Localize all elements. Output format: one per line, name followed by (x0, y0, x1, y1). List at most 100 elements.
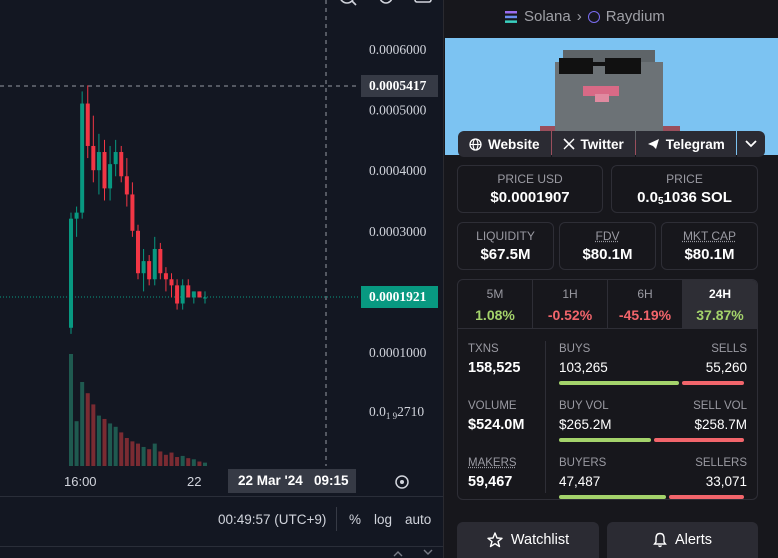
buyers-ratio-bar (559, 495, 666, 499)
candle-body (102, 152, 107, 189)
price-axis-tick: 0.01 92710 (369, 404, 424, 421)
alerts-button[interactable]: Alerts (607, 522, 758, 558)
time-axis-settings-icon[interactable] (392, 472, 412, 492)
candle-body (85, 103, 90, 146)
makers-label: MAKERS (468, 457, 517, 469)
volume-bar (91, 404, 96, 466)
volume-bar (130, 441, 135, 466)
price-axis-tick: 0.0001000 (369, 345, 427, 360)
toolbar-divider (336, 507, 337, 531)
bell-icon (653, 532, 667, 548)
candle-body (74, 212, 79, 219)
search-icon[interactable] (338, 0, 358, 8)
token-info-panel: Solana › Raydium Website Twitter (443, 0, 778, 558)
candle-body (69, 218, 73, 328)
candle-body (141, 261, 146, 274)
buy-vol-label: BUY VOL (559, 400, 609, 412)
price-axis-tick: 0.0006000 (369, 42, 427, 57)
percent-scale-button[interactable]: % (349, 512, 362, 527)
time-axis-tick: 22 (187, 474, 201, 489)
buy-vol-value: $265.2M (559, 417, 612, 432)
tab-6h[interactable]: 6H -45.19% (608, 280, 683, 328)
chevron-down-icon (745, 140, 757, 148)
price-axis-tick: 0.0004000 (369, 163, 427, 178)
time-axis-tick: 16:00 (64, 474, 97, 489)
watchlist-button[interactable]: Watchlist (457, 522, 599, 558)
volume-bar (108, 423, 113, 466)
sells-value: 55,260 (705, 360, 747, 375)
volume-bar (141, 446, 146, 466)
candle-body (96, 152, 101, 171)
candle-body (163, 273, 168, 280)
pair-breadcrumb: Solana › Raydium (504, 8, 665, 25)
stats-divider (545, 341, 546, 493)
fdv-label: FDV (595, 229, 620, 243)
volume-bar (147, 449, 152, 466)
chart-canvas[interactable]: 0.0006000 0.0005000 0.0004000 0.0003000 0.00… (0, 0, 443, 496)
dex-name[interactable]: Raydium (605, 8, 665, 25)
sellers-value: 33,071 (705, 474, 747, 489)
website-button[interactable]: Website (458, 131, 551, 157)
more-links-button[interactable] (736, 131, 765, 157)
buys-ratio-bar (559, 381, 679, 385)
sell-vol-label: SELL VOL (693, 400, 747, 412)
volume-bar (96, 415, 101, 466)
sellers-ratio-bar (669, 495, 744, 499)
candle-body (203, 297, 207, 299)
star-icon (487, 532, 503, 548)
volume-bar (136, 443, 140, 466)
log-scale-button[interactable]: log (374, 512, 393, 527)
candle-body (124, 176, 129, 195)
tab-5m[interactable]: 5M 1.08% (458, 280, 533, 328)
candle-body (180, 285, 185, 304)
buys-label: BUYS (559, 343, 591, 355)
price-axis-tick: 0.0005000 (369, 103, 427, 118)
volume-bar (102, 418, 107, 466)
tab-1h[interactable]: 1H -0.52% (533, 280, 608, 328)
candle-body (186, 285, 191, 298)
twitter-label: Twitter (580, 136, 624, 152)
crosshair-time-label: 22 Mar '24 09:15 (228, 469, 356, 493)
liquidity-label: LIQUIDITY (476, 229, 535, 243)
alerts-label: Alerts (674, 532, 713, 548)
telegram-icon (647, 139, 659, 149)
price-usd-box: PRICE USD $0.0001907 (457, 165, 603, 213)
camera-icon[interactable] (413, 0, 433, 8)
candle-body (158, 248, 163, 274)
volume-bar (163, 454, 168, 466)
volume-bar (85, 393, 90, 466)
telegram-button[interactable]: Telegram (635, 131, 736, 157)
telegram-label: Telegram (665, 136, 725, 152)
liquidity-value: $67.5M (480, 246, 531, 263)
candle-body (108, 164, 113, 189)
candle-body (80, 103, 85, 213)
price-usd-label: PRICE USD (497, 172, 563, 186)
price-sol-value: 0.051036 SOL (637, 189, 732, 207)
price-usd-value: $0.0001907 (490, 189, 570, 206)
candle-body (191, 291, 196, 298)
volume-bar (191, 459, 196, 466)
chevron-right-icon: › (576, 8, 582, 25)
globe-icon (469, 137, 482, 151)
chain-name[interactable]: Solana (524, 8, 571, 25)
website-label: Website (488, 136, 540, 152)
volume-bar (74, 421, 79, 466)
volume-bar (119, 432, 124, 466)
candle-body (136, 230, 140, 274)
auto-scale-button[interactable]: auto (405, 512, 432, 527)
volume-bar (197, 461, 202, 466)
volume-value: $524.0M (468, 417, 525, 433)
candle-body (130, 194, 135, 231)
twitter-button[interactable]: Twitter (551, 131, 635, 157)
volume-bar (158, 451, 163, 466)
volume-bar (69, 354, 73, 466)
candle-body (147, 261, 152, 280)
buys-value: 103,265 (559, 360, 608, 375)
settings-icon[interactable] (376, 0, 396, 8)
tab-24h[interactable]: 24H 37.87% (683, 280, 757, 328)
price-axis-tick: 0.0003000 (369, 224, 427, 239)
watchlist-label: Watchlist (510, 532, 570, 548)
market-cap-label: MKT CAP (682, 229, 737, 243)
price-chart[interactable]: 0.0006000 0.0005000 0.0004000 0.0003000 0.00… (0, 0, 443, 558)
x-logo-icon (562, 138, 575, 150)
